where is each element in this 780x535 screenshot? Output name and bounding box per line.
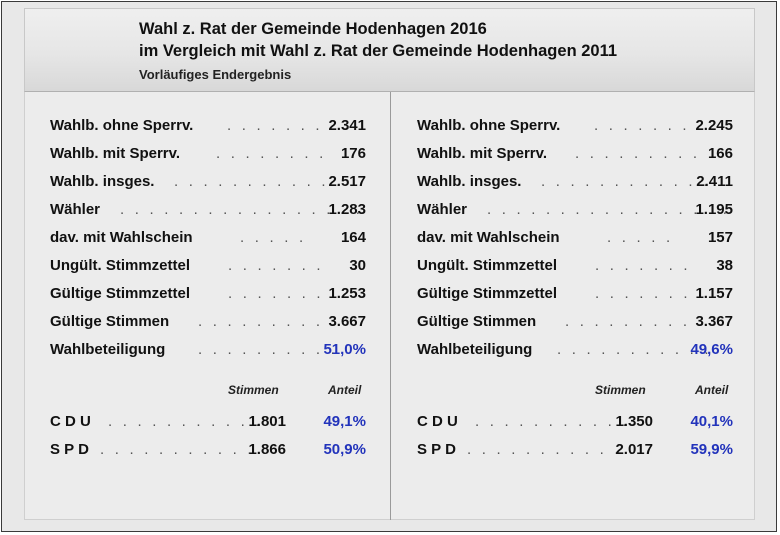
- turnout-value: 51,0%: [323, 341, 366, 358]
- leader-dots: . . . . . . . . . . . . . . . . .: [120, 201, 364, 218]
- party-votes: 1.350: [615, 413, 653, 430]
- leader-dots: . . . . . . .: [227, 117, 323, 134]
- stat-label: Wähler: [50, 201, 101, 218]
- party-label: C D U: [417, 413, 458, 430]
- stat-value: 2.517: [328, 173, 366, 190]
- party-votes: 1.866: [248, 441, 286, 458]
- title-line-2: im Vergleich mit Wahl z. Rat der Gemeind…: [139, 42, 618, 60]
- leader-dots: . . . . . . .: [228, 285, 324, 302]
- leader-dots: . . . . . . . . . . .: [108, 413, 263, 430]
- header-bar: Wahl z. Rat der Gemeinde Hodenhagen 2016…: [24, 8, 755, 92]
- stat-label: Gültige Stimmzettel: [50, 285, 191, 302]
- leader-dots: . . . . . . . . .: [575, 145, 701, 162]
- stat-value: 1.157: [695, 285, 733, 302]
- stat-label: Wahlb. ohne Sperrv.: [50, 117, 194, 134]
- stat-value: 164: [340, 229, 366, 246]
- column-header-stimmen: Stimmen: [228, 383, 279, 397]
- stat-label: Gültige Stimmzettel: [417, 285, 558, 302]
- stat-value: 176: [340, 145, 366, 162]
- stat-value: 3.667: [328, 313, 366, 330]
- stat-label: Gültige Stimmen: [417, 313, 537, 330]
- leader-dots: . . . . . . . . . . .: [475, 413, 630, 430]
- leader-dots: . . . . . . . . . . .: [557, 341, 712, 358]
- party-label: S P D: [50, 441, 89, 458]
- stat-value: 3.367: [695, 313, 733, 330]
- stat-value: 1.195: [695, 201, 733, 218]
- stat-value: 2.245: [695, 117, 733, 134]
- stat-label: dav. mit Wahlschein: [50, 229, 193, 246]
- leader-dots: . . . . . . . . . .: [565, 313, 705, 330]
- stat-label: Wahlb. insges.: [417, 173, 522, 190]
- stat-label: Wähler: [417, 201, 468, 218]
- party-share: 59,9%: [690, 441, 733, 458]
- column-divider: [390, 92, 391, 520]
- leader-dots: . . . . . . . . . . . .: [541, 173, 711, 190]
- party-share: 50,9%: [323, 441, 366, 458]
- stat-label: Wahlbeteiligung: [417, 341, 533, 358]
- stat-value: 38: [716, 257, 733, 274]
- leader-dots: . . . . .: [607, 229, 674, 246]
- stat-value: 30: [349, 257, 366, 274]
- leader-dots: . . . . . . . . . .: [198, 313, 338, 330]
- stat-value: 2.411: [696, 173, 733, 190]
- stat-label: Gültige Stimmen: [50, 313, 170, 330]
- party-share: 40,1%: [690, 413, 733, 430]
- leader-dots: . . . . . . . .: [216, 145, 327, 162]
- stat-value: 2.341: [328, 117, 366, 134]
- party-votes: 1.801: [248, 413, 286, 430]
- leader-dots: . . . . . . . . . . . .: [174, 173, 344, 190]
- leader-dots: . . . . . . . . . . . .: [100, 441, 270, 458]
- leader-dots: . . . . . . .: [595, 257, 691, 274]
- party-share: 49,1%: [323, 413, 366, 430]
- stat-label: Ungült. Stimmzettel: [50, 257, 191, 274]
- stat-value: 166: [707, 145, 733, 162]
- stat-value: 157: [707, 229, 733, 246]
- stat-value: 1.283: [328, 201, 366, 218]
- leader-dots: . . . . . . . . . . . .: [467, 441, 637, 458]
- stat-label: Ungült. Stimmzettel: [417, 257, 558, 274]
- leader-dots: . . . . .: [240, 229, 307, 246]
- stat-label: Wahlb. mit Sperrv.: [417, 145, 548, 162]
- stat-label: dav. mit Wahlschein: [417, 229, 560, 246]
- leader-dots: . . . . . . .: [228, 257, 324, 274]
- column-header-anteil: Anteil: [695, 383, 729, 397]
- subtitle: Vorläufiges Endergebnis: [139, 67, 292, 82]
- stat-label: Wahlb. ohne Sperrv.: [417, 117, 561, 134]
- stat-label: Wahlb. insges.: [50, 173, 155, 190]
- party-votes: 2.017: [615, 441, 653, 458]
- stat-label: Wahlbeteiligung: [50, 341, 166, 358]
- party-label: C D U: [50, 413, 91, 430]
- title-line-1: Wahl z. Rat der Gemeinde Hodenhagen 2016: [139, 20, 487, 38]
- results-panel: [24, 92, 755, 520]
- column-header-anteil: Anteil: [328, 383, 362, 397]
- turnout-value: 49,6%: [690, 341, 733, 358]
- column-header-stimmen: Stimmen: [595, 383, 646, 397]
- leader-dots: . . . . . . . . . . . . . . . . .: [487, 201, 731, 218]
- leader-dots: . . . . . . .: [595, 285, 691, 302]
- stat-label: Wahlb. mit Sperrv.: [50, 145, 181, 162]
- leader-dots: . . . . . . .: [594, 117, 690, 134]
- stat-value: 1.253: [328, 285, 366, 302]
- party-label: S P D: [417, 441, 456, 458]
- leader-dots: . . . . . . . . . .: [198, 341, 338, 358]
